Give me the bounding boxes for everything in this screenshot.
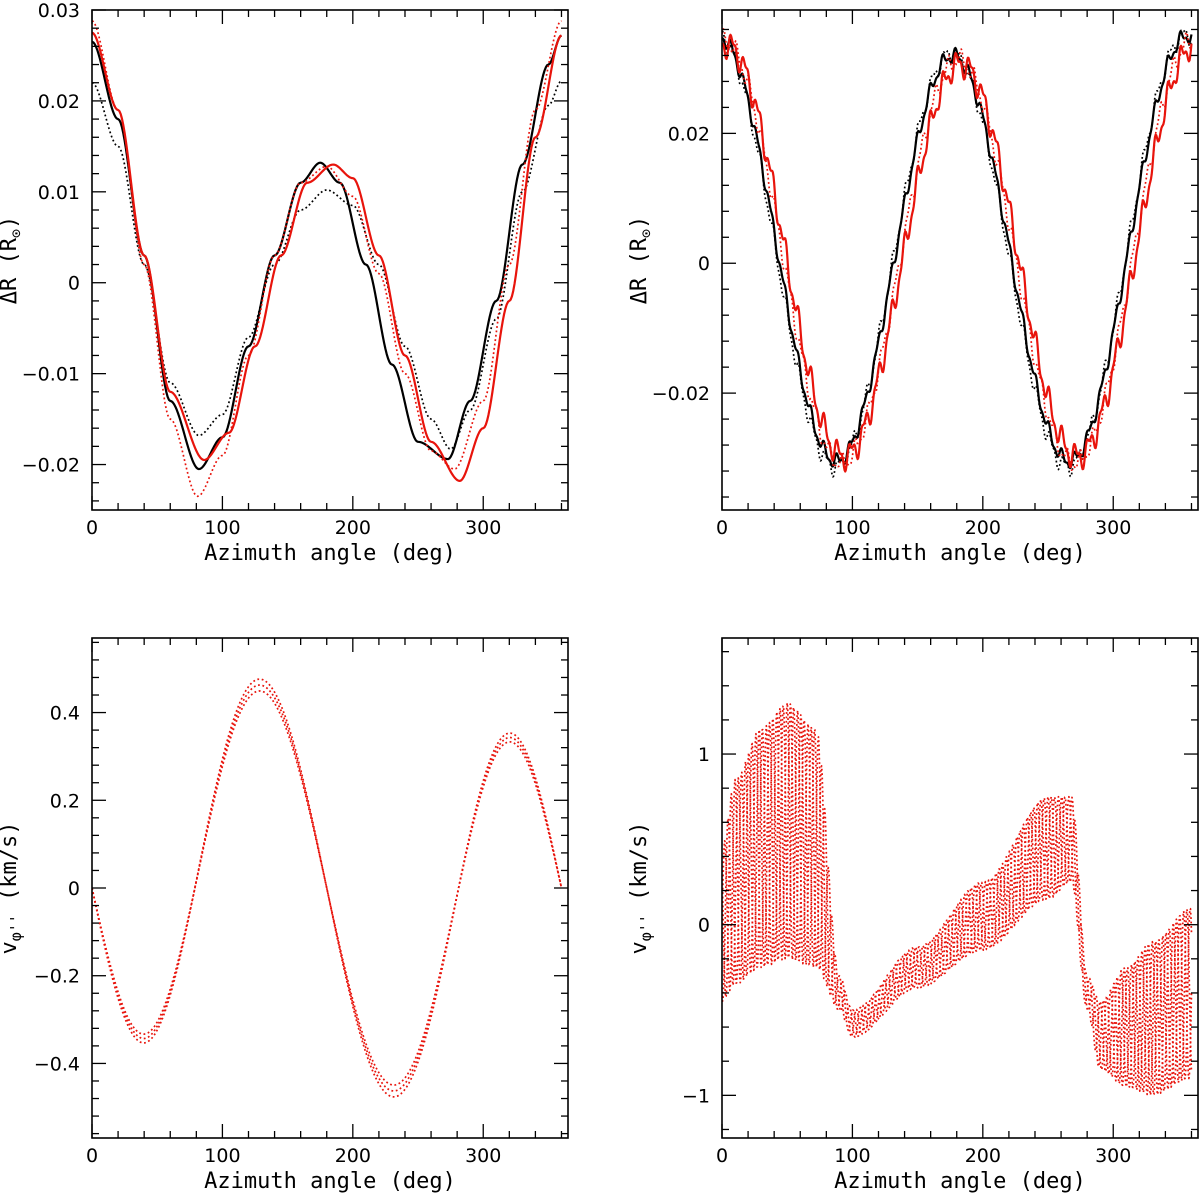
- x-tick-label: 300: [465, 1145, 501, 1167]
- y-tick-label: 0: [698, 253, 710, 275]
- y-tick-label: 0.03: [38, 0, 80, 22]
- x-tick-label: 200: [335, 517, 371, 539]
- x-tick-label: 100: [834, 1145, 870, 1167]
- x-tick-label: 300: [1095, 1145, 1131, 1167]
- y-tick-label: 1: [698, 744, 710, 766]
- series-line-red-dotted-0: [722, 702, 1193, 1096]
- y-axis-label-sub: ⊙: [7, 229, 25, 238]
- y-tick-label: −0.4: [34, 1053, 80, 1075]
- y-tick-label: 0.01: [38, 182, 80, 204]
- y-tick-label: 0.02: [38, 91, 80, 113]
- y-axis-label-main: v: [627, 941, 652, 954]
- y-axis-label-close: ): [0, 216, 22, 229]
- x-tick-label: 300: [465, 517, 501, 539]
- plot-frame: [91, 9, 569, 511]
- y-axis-label-close: (km/s): [627, 821, 652, 914]
- x-axis-label: Azimuth angle (deg): [834, 541, 1086, 566]
- x-tick-label: 0: [86, 517, 98, 539]
- plot-frame: [721, 9, 1199, 511]
- y-tick-label: 0: [68, 273, 80, 295]
- y-tick-label: 0.2: [50, 790, 80, 812]
- x-tick-label: 0: [716, 517, 728, 539]
- chart-bottom-left: 0 100 200 300 −0.4 −0.2 0 0.2 0.4 Azimuth angle (…: [0, 637, 569, 1194]
- series-line-black-solid-0: [722, 30, 1193, 470]
- y-tick-label: 0: [698, 915, 710, 937]
- y-axis-label: ΔR (R⊙): [627, 216, 655, 305]
- plot-frame: [91, 637, 569, 1139]
- series-line-black-dotted-1: [722, 28, 1193, 478]
- y-tick-label: −1: [682, 1085, 710, 1107]
- y-axis-label: vφ'' (km/s): [0, 821, 25, 954]
- chart-top-right: 0 100 200 300 −0.02 0 0.02 Azimuth angle (deg) Δ…: [627, 9, 1199, 566]
- x-tick-label: 100: [204, 1145, 240, 1167]
- series-line-red-dotted-3: [92, 20, 562, 498]
- y-tick-label: −0.01: [22, 364, 80, 386]
- x-tick-label: 300: [1095, 517, 1131, 539]
- x-tick-label: 0: [716, 1145, 728, 1167]
- y-tick-label: 0.02: [668, 123, 710, 145]
- series-line-red-dotted-2: [92, 678, 563, 1098]
- series-group: [92, 20, 563, 498]
- y-tick-label: −0.2: [34, 966, 80, 988]
- x-axis-label: Azimuth angle (deg): [204, 541, 456, 566]
- series-line-red-dotted-2: [722, 703, 1193, 1096]
- x-tick-label: 200: [335, 1145, 371, 1167]
- x-tick-label: 200: [965, 517, 1001, 539]
- y-tick-label: −0.02: [652, 383, 710, 405]
- x-tick-label: 200: [965, 1145, 1001, 1167]
- y-axis-label-sub: φ'': [7, 914, 25, 941]
- x-tick-label: 0: [86, 1145, 98, 1167]
- series-group: [92, 678, 563, 1098]
- series-group: [722, 702, 1193, 1096]
- series-line-red-dotted-3: [722, 28, 1193, 471]
- y-axis-label: vφ'' (km/s): [627, 821, 655, 954]
- x-axis-label: Azimuth angle (deg): [834, 1169, 1086, 1194]
- series-line-red-dotted-1: [722, 704, 1193, 1096]
- series-line-red-solid-2: [722, 33, 1193, 473]
- y-tick-label: 0.4: [50, 703, 80, 725]
- y-axis-label-sub: ⊙: [637, 229, 655, 238]
- y-axis-label-sub: φ'': [637, 914, 655, 941]
- y-tick-label: 0: [68, 878, 80, 900]
- chart-top-left: 0 100 200 300 −0.02 −0.01 0 0.01 0.02 0.03 Azimuth…: [0, 0, 569, 566]
- series-line-red-solid-2: [92, 31, 563, 483]
- series-group: [722, 28, 1193, 478]
- y-axis-label-main: ΔR (R: [627, 237, 652, 304]
- x-tick-label: 100: [834, 517, 870, 539]
- y-axis-label: ΔR (R⊙): [0, 216, 25, 305]
- y-axis-label-close: (km/s): [0, 821, 22, 914]
- x-axis-label: Azimuth angle (deg): [204, 1169, 456, 1194]
- chart-bottom-right: 0 100 200 300 −1 0 1 Azimuth angle (deg) vφ'' (k…: [627, 637, 1199, 1194]
- x-tick-label: 100: [204, 517, 240, 539]
- plot-frame: [721, 637, 1199, 1139]
- y-tick-label: −0.02: [22, 455, 80, 477]
- y-axis-label-main: ΔR (R: [0, 237, 22, 304]
- y-axis-label-close: ): [627, 216, 652, 229]
- y-axis-label-main: v: [0, 941, 22, 954]
